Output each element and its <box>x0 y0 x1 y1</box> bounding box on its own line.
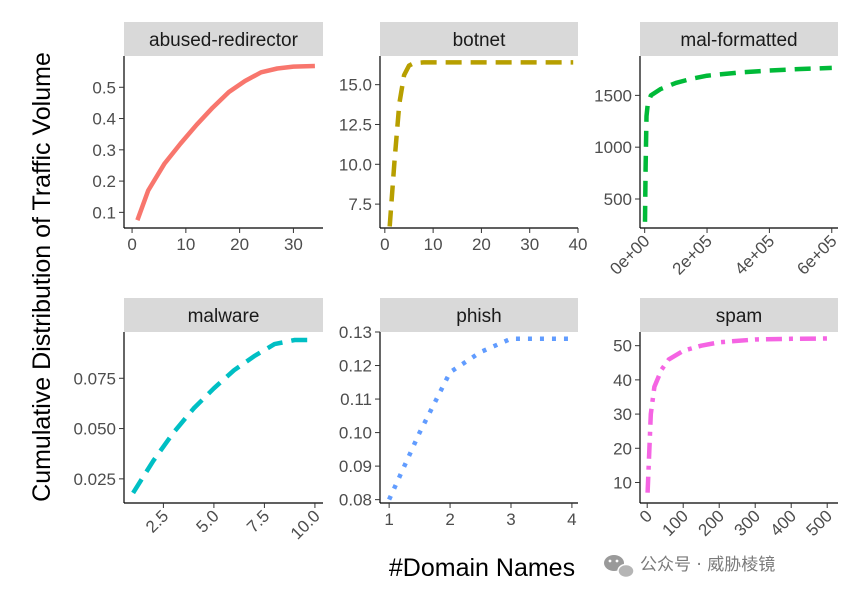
x-tick-label: 500 <box>803 506 836 539</box>
watermark-text: 公众号 · 威胁棱镜 <box>640 555 775 575</box>
y-tick-label: 0.12 <box>339 357 372 376</box>
facet-strip <box>124 298 323 332</box>
y-axis-title: Cumulative Distribution of Traffic Volum… <box>28 52 56 502</box>
x-tick-label: 30 <box>284 235 303 254</box>
x-tick-label: 4e+05 <box>731 231 778 278</box>
x-tick-label: 6e+05 <box>793 231 840 278</box>
y-tick-label: 0.08 <box>339 491 372 510</box>
y-tick-label: 0.050 <box>73 420 116 439</box>
y-tick-label: 0.025 <box>73 470 116 489</box>
y-tick-label: 50 <box>613 337 632 356</box>
y-tick-label: 12.5 <box>339 115 372 134</box>
y-tick-label: 0.3 <box>92 141 116 160</box>
x-tick-label: 1 <box>384 510 393 529</box>
x-tick-label: 2.5 <box>142 506 172 536</box>
y-tick-label: 0.2 <box>92 172 116 191</box>
facet-strip <box>640 298 838 332</box>
y-tick-label: 500 <box>604 190 632 209</box>
x-tick-label: 100 <box>659 506 692 539</box>
facet-strip <box>380 298 578 332</box>
facet-strip <box>640 22 838 56</box>
x-tick-label: 30 <box>520 235 539 254</box>
y-tick-label: 1000 <box>594 138 632 157</box>
y-tick-label: 7.5 <box>348 195 372 214</box>
watermark: 公众号 · 威胁棱镜 <box>604 555 775 579</box>
x-axis-title: #Domain Names <box>389 554 575 582</box>
facet-title: phish <box>456 306 501 327</box>
x-tick-label: 10.0 <box>287 506 324 543</box>
y-tick-label: 20 <box>613 439 632 458</box>
series-line-abused-redirector <box>135 63 315 221</box>
panel-phish: phish 0.08 0.09 0.10 0.11 0.12 0.13 1 2 3 4 <box>339 298 578 529</box>
y-tick-label: 0.1 <box>92 203 116 222</box>
x-tick-label: 0 <box>636 506 656 526</box>
y-tick-label: 30 <box>613 405 632 424</box>
x-tick-label: 0 <box>380 235 389 254</box>
x-tick-label: 40 <box>569 235 588 254</box>
y-tick-label: 0.10 <box>339 424 372 443</box>
y-tick-label: 0.11 <box>340 390 372 409</box>
x-tick-label: 400 <box>767 506 800 539</box>
x-tick-label: 20 <box>472 235 491 254</box>
series-line-botnet <box>387 60 574 227</box>
x-tick-label: 0 <box>127 235 136 254</box>
facet-title: mal-formatted <box>680 30 797 51</box>
x-tick-label: 4 <box>567 510 576 529</box>
facet-strip <box>380 22 578 56</box>
x-tick-label: 20 <box>230 235 249 254</box>
series-line-spam <box>645 336 828 493</box>
x-tick-label: 3 <box>506 510 515 529</box>
series-line-phish <box>387 336 572 501</box>
facet-strip <box>124 22 323 56</box>
x-tick-label: 10 <box>176 235 195 254</box>
y-tick-label: 10.0 <box>339 155 372 174</box>
x-tick-label: 300 <box>731 506 764 539</box>
y-tick-label: 0.075 <box>73 369 116 388</box>
y-tick-label: 10 <box>613 473 632 492</box>
x-tick-label: 200 <box>695 506 728 539</box>
y-tick-label: 15.0 <box>339 76 372 95</box>
x-tick-label: 7.5 <box>243 506 273 536</box>
facet-title: abused-redirector <box>149 30 299 51</box>
wechat-icon <box>604 555 635 579</box>
panel-malware: malware 0.025 0.050 0.075 2.5 5.0 7.5 10.0 <box>73 298 324 543</box>
x-tick-label: 0e+00 <box>606 231 653 278</box>
x-tick-label: 2e+05 <box>669 231 716 278</box>
x-tick-label: 10 <box>424 235 443 254</box>
y-tick-label: 40 <box>613 371 632 390</box>
y-tick-label: 0.09 <box>339 457 372 476</box>
y-tick-label: 1500 <box>594 86 632 105</box>
series-line-malware <box>131 337 315 495</box>
x-tick-label: 5.0 <box>193 506 223 536</box>
panel-botnet: botnet 7.5 10.0 12.5 15.0 0 10 20 30 40 <box>339 22 588 254</box>
y-tick-label: 0.5 <box>92 78 116 97</box>
facet-title: botnet <box>453 30 507 51</box>
x-tick-label: 2 <box>445 510 454 529</box>
series-line-mal-formatted <box>642 65 832 222</box>
y-tick-label: 0.13 <box>339 323 372 342</box>
panel-abused-redirector: abused-redirector 0.1 0.2 0.3 0.4 0.5 0 10 20 30 <box>92 22 323 254</box>
panel-mal-formatted: mal-formatted 500 1000 1500 0e+00 2e+05 4e+05 6… <box>594 22 841 279</box>
y-tick-label: 0.4 <box>92 110 116 129</box>
facet-title: spam <box>716 306 762 327</box>
facet-title: malware <box>188 306 260 327</box>
